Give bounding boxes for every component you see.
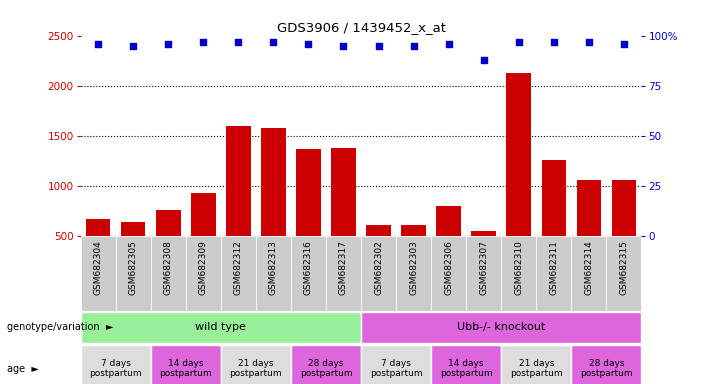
Text: GSM682305: GSM682305 bbox=[129, 240, 137, 295]
Bar bbox=[436, 206, 461, 236]
Text: GSM682311: GSM682311 bbox=[550, 240, 558, 295]
Bar bbox=[466, 236, 501, 311]
Bar bbox=[121, 222, 146, 236]
Text: GSM682314: GSM682314 bbox=[585, 240, 593, 295]
Bar bbox=[361, 345, 431, 384]
Bar bbox=[396, 236, 431, 311]
Bar bbox=[151, 236, 186, 311]
Bar bbox=[507, 73, 531, 236]
Bar bbox=[81, 236, 116, 311]
Bar bbox=[221, 345, 291, 384]
Bar bbox=[151, 345, 221, 384]
Text: GSM682315: GSM682315 bbox=[620, 240, 628, 295]
Text: GSM682309: GSM682309 bbox=[199, 240, 207, 295]
Point bbox=[268, 40, 279, 46]
Text: Ubb-/- knockout: Ubb-/- knockout bbox=[457, 322, 545, 333]
Bar bbox=[186, 236, 221, 311]
Bar bbox=[431, 345, 501, 384]
Bar bbox=[291, 236, 326, 311]
Text: GSM682317: GSM682317 bbox=[339, 240, 348, 295]
Bar bbox=[361, 312, 641, 343]
Bar bbox=[221, 236, 256, 311]
Text: 14 days
postpartum: 14 days postpartum bbox=[440, 359, 493, 378]
Point bbox=[408, 43, 419, 50]
Bar bbox=[191, 193, 216, 236]
Text: GSM682312: GSM682312 bbox=[234, 240, 243, 295]
Point bbox=[233, 40, 244, 46]
Text: GSM682304: GSM682304 bbox=[94, 240, 102, 295]
Bar bbox=[501, 345, 571, 384]
Bar bbox=[571, 236, 606, 311]
Point bbox=[198, 40, 209, 46]
Bar bbox=[256, 236, 291, 311]
Bar bbox=[501, 236, 536, 311]
Text: GSM682313: GSM682313 bbox=[269, 240, 278, 295]
Text: GSM682310: GSM682310 bbox=[515, 240, 523, 295]
Text: 21 days
postpartum: 21 days postpartum bbox=[510, 359, 563, 378]
Text: GSM682302: GSM682302 bbox=[374, 240, 383, 295]
Text: 14 days
postpartum: 14 days postpartum bbox=[159, 359, 212, 378]
Point bbox=[583, 40, 594, 46]
Bar bbox=[332, 148, 356, 236]
Text: wild type: wild type bbox=[196, 322, 246, 333]
Point bbox=[163, 41, 174, 48]
Bar bbox=[261, 128, 286, 236]
Point bbox=[478, 57, 489, 63]
Bar bbox=[156, 210, 181, 236]
Bar bbox=[291, 345, 361, 384]
Text: GSM682306: GSM682306 bbox=[444, 240, 453, 295]
Bar bbox=[116, 236, 151, 311]
Text: GSM682303: GSM682303 bbox=[409, 240, 418, 295]
Bar bbox=[472, 231, 496, 236]
Bar bbox=[536, 236, 571, 311]
Bar bbox=[81, 312, 361, 343]
Bar bbox=[367, 225, 391, 236]
Text: GSM682307: GSM682307 bbox=[479, 240, 488, 295]
Bar bbox=[86, 219, 111, 236]
Point bbox=[618, 41, 629, 48]
Bar bbox=[606, 236, 641, 311]
Text: GSM682308: GSM682308 bbox=[164, 240, 172, 295]
Text: GSM682316: GSM682316 bbox=[304, 240, 313, 295]
Point bbox=[373, 43, 384, 50]
Text: 28 days
postpartum: 28 days postpartum bbox=[299, 359, 353, 378]
Bar bbox=[402, 225, 426, 236]
Bar bbox=[431, 236, 466, 311]
Bar bbox=[542, 160, 566, 236]
Point bbox=[513, 40, 524, 46]
Bar bbox=[326, 236, 361, 311]
Bar bbox=[571, 345, 641, 384]
Text: 7 days
postpartum: 7 days postpartum bbox=[89, 359, 142, 378]
Point bbox=[93, 41, 104, 48]
Text: 28 days
postpartum: 28 days postpartum bbox=[580, 359, 633, 378]
Point bbox=[443, 41, 454, 48]
Point bbox=[548, 40, 559, 46]
Bar bbox=[81, 345, 151, 384]
Bar bbox=[612, 180, 637, 236]
Bar bbox=[226, 126, 251, 236]
Text: age  ►: age ► bbox=[7, 364, 39, 374]
Bar bbox=[577, 180, 601, 236]
Text: genotype/variation  ►: genotype/variation ► bbox=[7, 322, 114, 333]
Point bbox=[338, 43, 349, 50]
Text: 21 days
postpartum: 21 days postpartum bbox=[229, 359, 283, 378]
Point bbox=[303, 41, 314, 48]
Bar bbox=[361, 236, 396, 311]
Text: 7 days
postpartum: 7 days postpartum bbox=[369, 359, 423, 378]
Title: GDS3906 / 1439452_x_at: GDS3906 / 1439452_x_at bbox=[276, 21, 446, 34]
Point bbox=[128, 43, 139, 50]
Bar bbox=[297, 149, 321, 236]
